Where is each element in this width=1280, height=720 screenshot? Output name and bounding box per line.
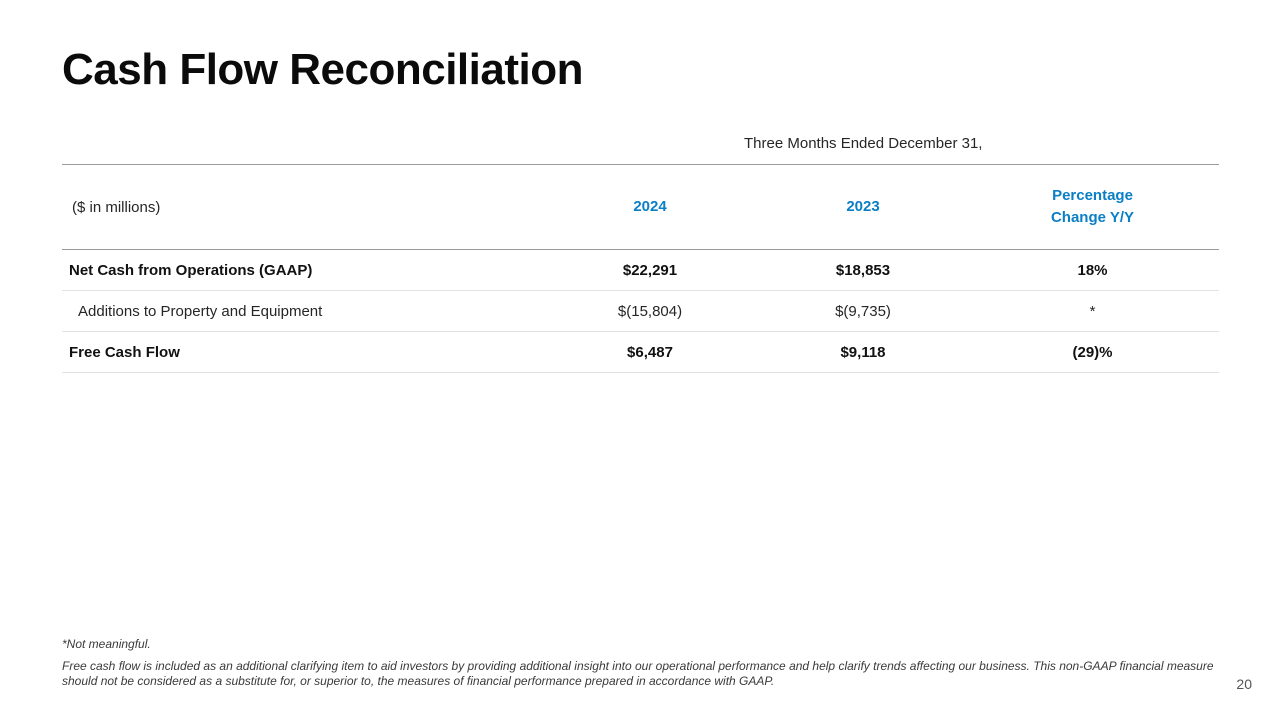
column-header-2024: 2024 — [540, 165, 760, 250]
table-header-row: ($ in millions) 2024 2023 Percentage Cha… — [62, 165, 1219, 250]
slide-title: Cash Flow Reconciliation — [62, 45, 583, 94]
cash-flow-table: ($ in millions) 2024 2023 Percentage Cha… — [62, 165, 1219, 373]
row-label: Additions to Property and Equipment — [62, 290, 540, 332]
value-pct-change: * — [966, 290, 1219, 332]
units-label: ($ in millions) — [62, 165, 540, 250]
cash-flow-table-container: Three Months Ended December 31, ($ in mi… — [62, 130, 1219, 373]
period-header-label: Three Months Ended December 31, — [744, 135, 983, 152]
period-header: Three Months Ended December 31, — [62, 130, 1219, 165]
column-header-percentage-change: Percentage Change Y/Y — [966, 165, 1219, 250]
column-header-2023: 2023 — [760, 165, 966, 250]
footnotes: *Not meaningful. Free cash flow is inclu… — [62, 637, 1222, 689]
value-2023: $9,118 — [760, 331, 966, 373]
footnote-free-cash-flow: Free cash flow is included as an additio… — [62, 659, 1214, 688]
value-2024: $(15,804) — [540, 290, 760, 332]
value-2024: $22,291 — [540, 249, 760, 291]
value-pct-change: 18% — [966, 249, 1219, 291]
table-row-net-cash-from-operations: Net Cash from Operations (GAAP) $22,291 … — [62, 249, 1219, 291]
table-row-additions-to-property: Additions to Property and Equipment $(15… — [62, 290, 1219, 332]
value-2023: $(9,735) — [760, 290, 966, 332]
pct-header-line1: Percentage — [1052, 187, 1133, 204]
pct-header-line2: Change Y/Y — [1050, 209, 1135, 226]
footnote-not-meaningful: *Not meaningful. — [62, 637, 151, 651]
value-pct-change: (29)% — [966, 331, 1219, 373]
page-number: 20 — [1236, 676, 1252, 692]
value-2023: $18,853 — [760, 249, 966, 291]
table-row-free-cash-flow: Free Cash Flow $6,487 $9,118 (29)% — [62, 331, 1219, 373]
value-2024: $6,487 — [540, 331, 760, 373]
row-label: Free Cash Flow — [62, 331, 540, 373]
row-label: Net Cash from Operations (GAAP) — [62, 249, 540, 291]
